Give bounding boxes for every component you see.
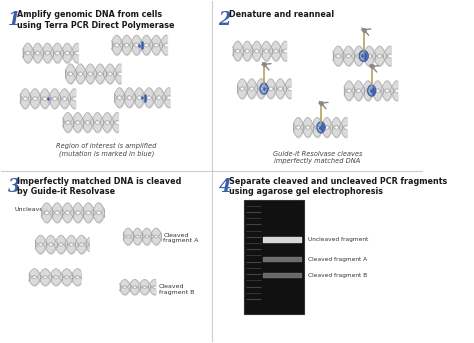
Text: 3: 3 bbox=[8, 178, 20, 196]
Text: Cleaved
fragment B: Cleaved fragment B bbox=[159, 284, 194, 295]
Text: Imperfectly matched DNA is cleaved
by Guide-it Resolvase: Imperfectly matched DNA is cleaved by Gu… bbox=[18, 177, 182, 196]
Text: Separate cleaved and uncleaved PCR fragments
using agarose gel electrophoresis: Separate cleaved and uncleaved PCR fragm… bbox=[229, 177, 447, 196]
Text: Region of interest is amplified
(mutation is marked in blue): Region of interest is amplified (mutatio… bbox=[56, 143, 156, 157]
Text: Guide-it Resolvase cleaves
imperfectly matched DNA: Guide-it Resolvase cleaves imperfectly m… bbox=[273, 151, 362, 164]
Polygon shape bbox=[368, 85, 376, 96]
Text: Cleaved fragment A: Cleaved fragment A bbox=[308, 257, 367, 262]
Polygon shape bbox=[359, 50, 368, 61]
Text: Uncleaved fragment: Uncleaved fragment bbox=[308, 237, 368, 242]
Text: 2: 2 bbox=[219, 11, 231, 29]
Text: Amplify genomic DNA from cells
using Terra PCR Direct Polymerase: Amplify genomic DNA from cells using Ter… bbox=[18, 10, 175, 30]
Bar bbox=[244, 200, 304, 314]
Text: 1: 1 bbox=[8, 11, 20, 29]
Text: Cleaved fragment B: Cleaved fragment B bbox=[308, 273, 367, 277]
Polygon shape bbox=[260, 83, 268, 94]
Text: Denature and reanneal: Denature and reanneal bbox=[229, 10, 334, 19]
Text: 4: 4 bbox=[219, 178, 231, 196]
Text: Uncleaved: Uncleaved bbox=[15, 207, 48, 212]
Text: Cleaved
fragment A: Cleaved fragment A bbox=[164, 233, 199, 243]
Polygon shape bbox=[317, 122, 325, 133]
